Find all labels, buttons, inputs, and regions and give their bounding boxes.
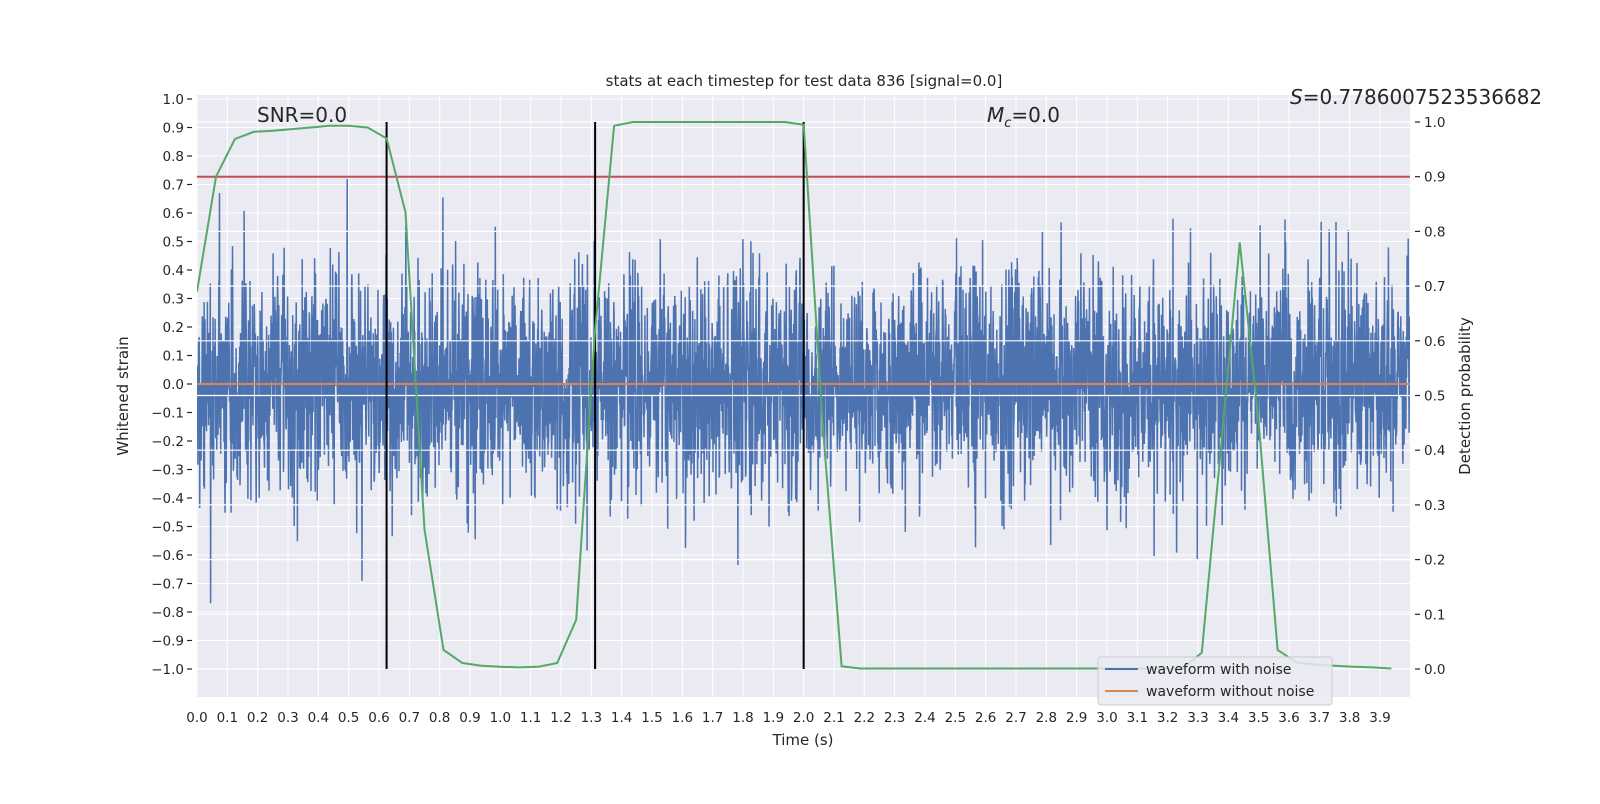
x-axis-label: Time (s): [772, 731, 834, 749]
y-tick-label: −0.2: [151, 434, 184, 450]
x-tick-label: 2.1: [823, 710, 844, 726]
y-tick-label: 0.4: [163, 263, 184, 279]
x-tick-label: 2.2: [854, 710, 875, 726]
y-right-tick-label: 0.4: [1424, 443, 1445, 459]
x-tick-label: 2.0: [793, 710, 814, 726]
x-tick-label: 2.9: [1066, 710, 1087, 726]
x-tick-label: 1.4: [611, 710, 632, 726]
y-right-tick-label: 0.2: [1424, 553, 1445, 569]
y-tick-label: −0.3: [151, 463, 184, 479]
x-tick-label: 2.8: [1036, 710, 1057, 726]
s-value: =0.7786007523536682: [1303, 85, 1542, 109]
y-tick-label: 0.8: [163, 149, 184, 165]
y-right-tick-label: 0.5: [1424, 389, 1445, 405]
x-tick-label: 0.0: [186, 710, 207, 726]
y-tick-label: −0.4: [151, 491, 184, 507]
x-tick-label: 3.3: [1187, 710, 1208, 726]
x-tick-label: 1.3: [581, 710, 602, 726]
x-tick-label: 3.7: [1309, 710, 1330, 726]
y-right-ticks: 0.0 0.1 0.2 0.3 0.4 0.5 0.6 0.7 0.8 0.9 1.0: [1415, 115, 1445, 678]
y-tick-label: 0.3: [163, 292, 184, 308]
y-tick-label: −0.8: [151, 605, 184, 621]
x-tick-label: 3.6: [1278, 710, 1299, 726]
x-tick-label: 3.8: [1339, 710, 1360, 726]
y-tick-label: −0.9: [151, 634, 184, 650]
legend-label-noise: waveform with noise: [1146, 662, 1291, 678]
x-tick-label: 0.7: [399, 710, 420, 726]
y-tick-label: 0.5: [163, 235, 184, 251]
y-tick-label: 0.0: [163, 377, 184, 393]
y-right-tick-label: 1.0: [1424, 115, 1445, 131]
mc-value: =0.0: [1011, 103, 1060, 127]
mc-subscript: c: [1004, 116, 1011, 131]
s-symbol: S: [1290, 85, 1303, 109]
y-tick-label: 0.6: [163, 206, 184, 222]
legend: waveform with noise waveform without noi…: [1097, 656, 1333, 706]
legend-label-clean: waveform without noise: [1146, 684, 1314, 700]
x-tick-label: 0.8: [429, 710, 450, 726]
x-tick-label: 0.6: [368, 710, 389, 726]
y-right-tick-label: 0.8: [1424, 224, 1445, 240]
y-tick-label: −1.0: [151, 662, 184, 678]
x-tick-label: 3.5: [1248, 710, 1269, 726]
x-tick-label: 2.7: [1005, 710, 1026, 726]
x-tick-label: 0.1: [217, 710, 238, 726]
x-tick-label: 2.3: [884, 710, 905, 726]
chart-title: stats at each timestep for test data 836…: [606, 72, 1003, 90]
x-tick-label: 2.5: [945, 710, 966, 726]
x-tick-label: 1.8: [732, 710, 753, 726]
x-tick-label: 0.9: [459, 710, 480, 726]
x-tick-label: 1.0: [490, 710, 511, 726]
x-tick-label: 1.7: [702, 710, 723, 726]
x-tick-label: 2.6: [975, 710, 996, 726]
x-tick-label: 0.4: [308, 710, 329, 726]
snr-annotation: SNR=0.0: [257, 103, 347, 127]
y-right-tick-label: 0.3: [1424, 498, 1445, 514]
x-tick-label: 3.2: [1157, 710, 1178, 726]
y-right-tick-label: 0.9: [1424, 170, 1445, 186]
y-right-tick-label: 0.0: [1424, 662, 1445, 678]
x-tick-label: 3.4: [1218, 710, 1239, 726]
y-tick-label: −0.7: [151, 577, 184, 593]
x-tick-label: 1.1: [520, 710, 541, 726]
y-tick-label: 0.1: [163, 349, 184, 365]
x-tick-label: 1.6: [672, 710, 693, 726]
chirp-mass-annotation: Mc=0.0: [987, 103, 1060, 131]
mc-symbol: M: [987, 103, 1004, 127]
y-tick-label: 1.0: [163, 92, 184, 108]
x-tick-label: 0.5: [338, 710, 359, 726]
legend-box: [1097, 656, 1333, 706]
x-tick-label: 3.0: [1096, 710, 1117, 726]
x-tick-label: 1.9: [763, 710, 784, 726]
y-tick-label: 0.9: [163, 121, 184, 137]
x-tick-label: 0.3: [277, 710, 298, 726]
y-right-tick-label: 0.1: [1424, 607, 1445, 623]
x-tick-label: 2.4: [914, 710, 935, 726]
y-tick-label: 0.7: [163, 178, 184, 194]
y-right-tick-label: 0.6: [1424, 334, 1445, 350]
x-tick-label: 1.2: [550, 710, 571, 726]
s-annotation: S=0.7786007523536682: [1290, 85, 1542, 109]
vertical-markers: [385, 122, 805, 669]
y-ticks: −1.0 −0.9 −0.8 −0.7 −0.6 −0.5 −0.4 −0.3 −0.2 −0.1…: [151, 92, 192, 678]
y-axis-label: Whitened strain: [114, 336, 132, 455]
y-tick-label: −0.1: [151, 406, 184, 422]
y-tick-label: −0.6: [151, 548, 184, 564]
x-tick-label: 3.9: [1369, 710, 1390, 726]
y-tick-label: 0.2: [163, 320, 184, 336]
x-tick-label: 3.1: [1127, 710, 1148, 726]
x-ticks: 0.0 0.1 0.2 0.3 0.4 0.5 0.6 0.7 0.8 0.9 1.0 1.1 1.2 1…: [186, 710, 1390, 726]
x-tick-label: 0.2: [247, 710, 268, 726]
x-tick-label: 1.5: [641, 710, 662, 726]
y-right-axis-label: Detection probability: [1456, 317, 1474, 475]
y-right-tick-label: 0.7: [1424, 279, 1445, 295]
y-tick-label: −0.5: [151, 520, 184, 536]
